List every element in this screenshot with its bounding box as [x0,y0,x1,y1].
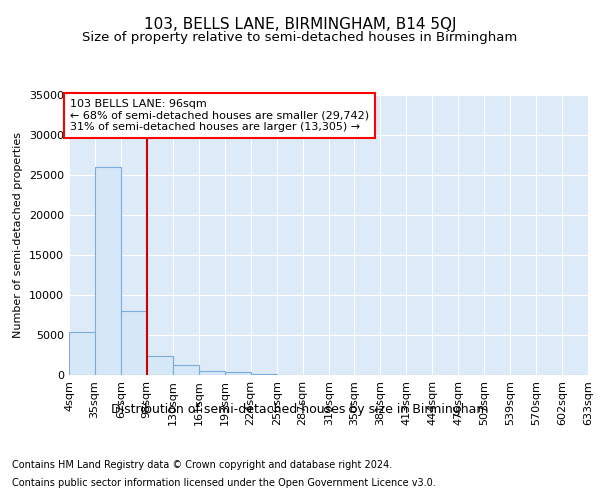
Text: 103, BELLS LANE, BIRMINGHAM, B14 5QJ: 103, BELLS LANE, BIRMINGHAM, B14 5QJ [144,18,456,32]
Bar [225,372,251,375]
Text: Contains HM Land Registry data © Crown copyright and database right 2024.: Contains HM Land Registry data © Crown c… [12,460,392,470]
Text: 103 BELLS LANE: 96sqm
← 68% of semi-detached houses are smaller (29,742)
31% of : 103 BELLS LANE: 96sqm ← 68% of semi-deta… [70,99,369,132]
Text: Contains public sector information licensed under the Open Government Licence v3: Contains public sector information licen… [12,478,436,488]
Bar [251,374,277,375]
Y-axis label: Number of semi-detached properties: Number of semi-detached properties [13,132,23,338]
Bar [121,311,146,375]
Bar [146,356,173,375]
Bar [199,371,225,375]
Bar [173,366,199,375]
Bar [95,167,121,375]
Text: Distribution of semi-detached houses by size in Birmingham: Distribution of semi-detached houses by … [111,402,489,415]
Bar [69,332,95,375]
Text: Size of property relative to semi-detached houses in Birmingham: Size of property relative to semi-detach… [82,31,518,44]
